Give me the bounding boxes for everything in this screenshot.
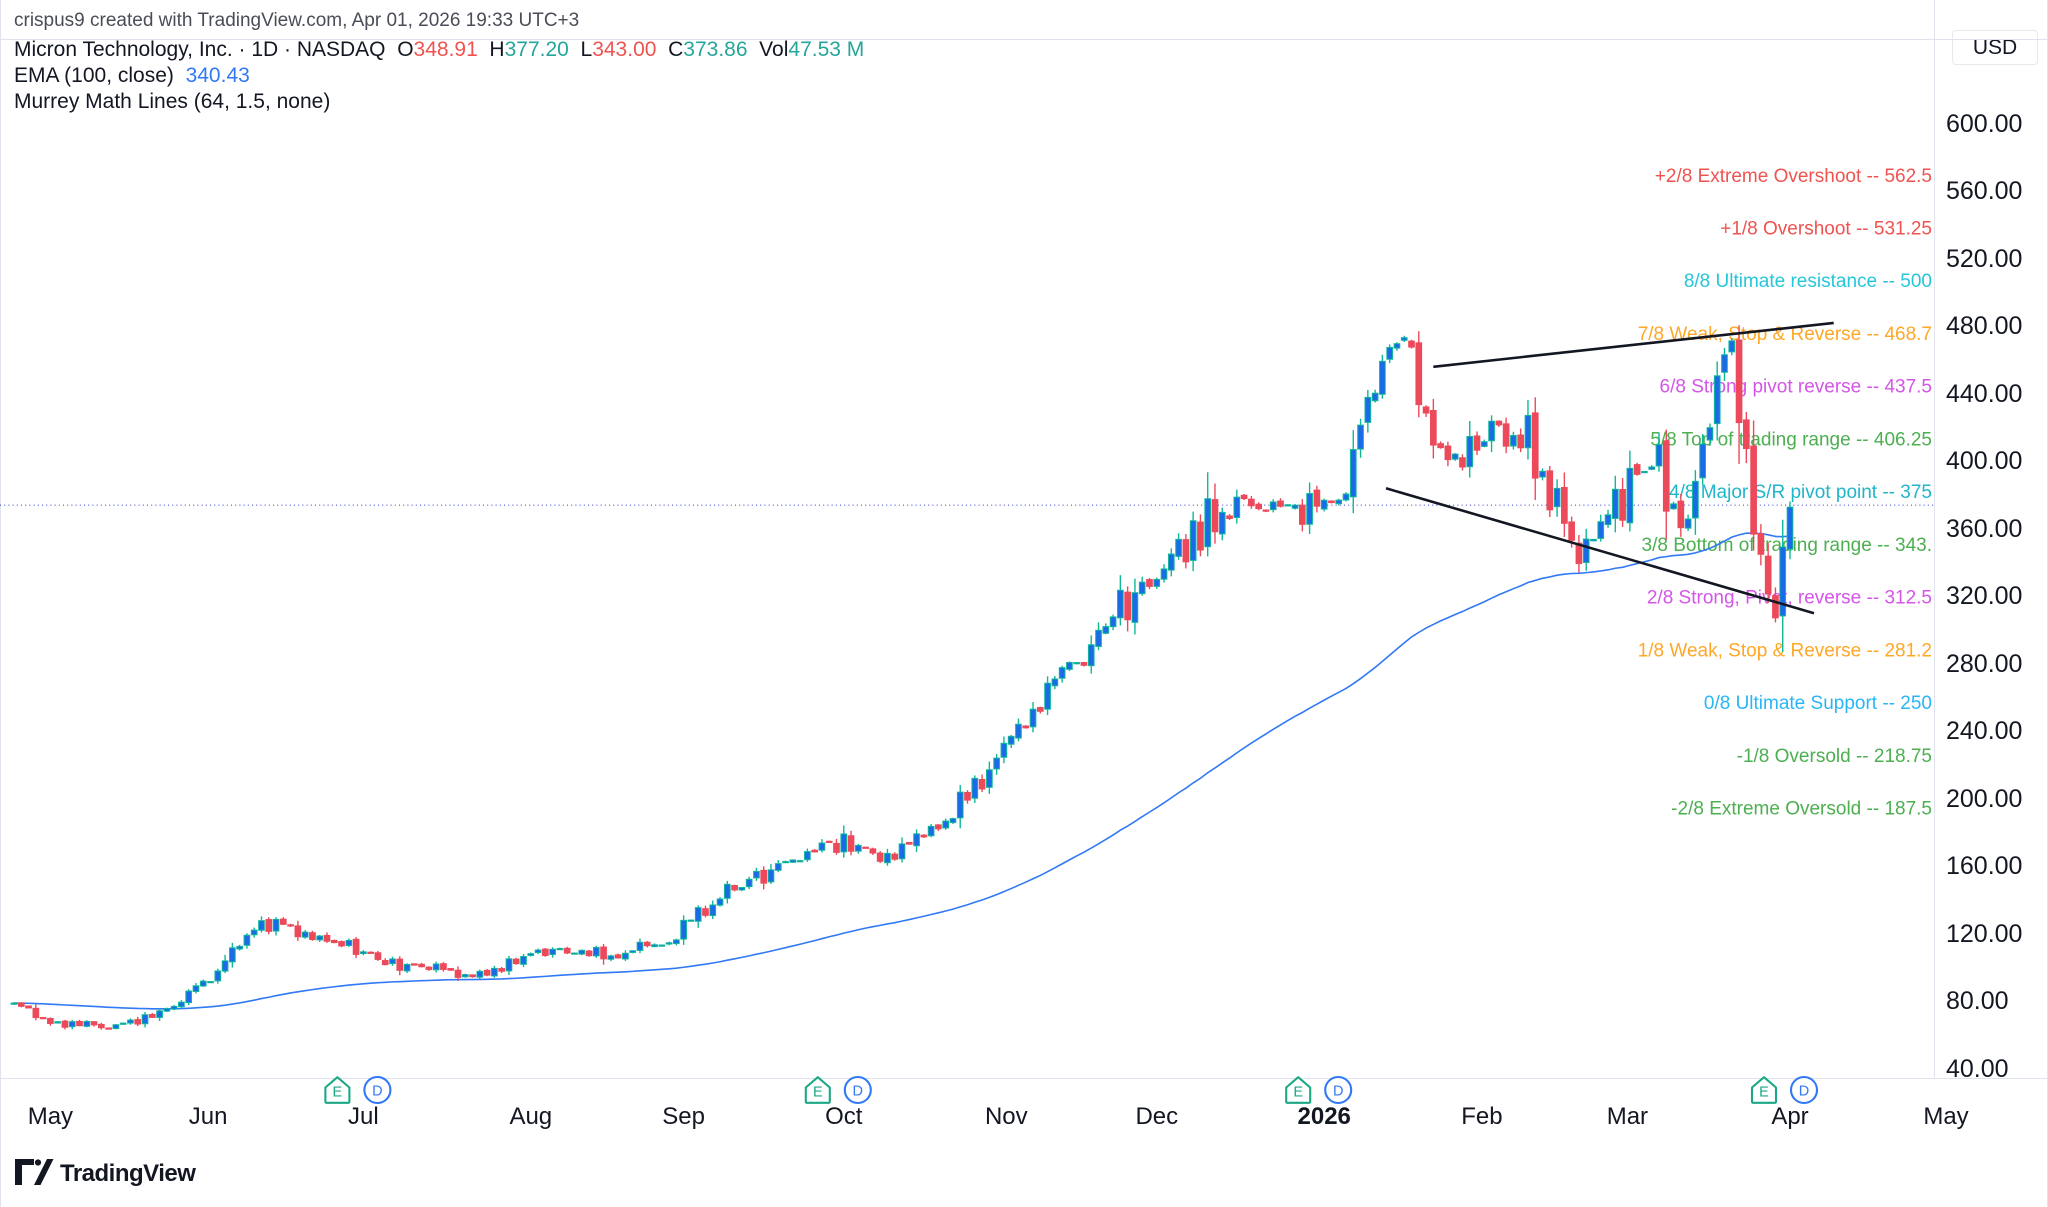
svg-text:+1/8 Overshoot -- 531.25: +1/8 Overshoot -- 531.25	[1720, 219, 1932, 240]
svg-text:Jul: Jul	[348, 1103, 379, 1130]
svg-text:8/8 Ultimate resistance -- 50: 8/8 Ultimate resistance -- 500	[1684, 271, 1932, 292]
svg-text:6/8 Strong pivot reverse -- 4: 6/8 Strong pivot reverse -- 437.5	[1660, 377, 1932, 398]
svg-text:4/8 Major S/R pivot point --: 4/8 Major S/R pivot point -- 375	[1669, 482, 1932, 503]
svg-text:Sep: Sep	[662, 1103, 705, 1130]
svg-text:+2/8 Extreme Overshoot -- 562: +2/8 Extreme Overshoot -- 562.5	[1655, 166, 1932, 187]
svg-text:E: E	[813, 1085, 823, 1101]
svg-text:E: E	[333, 1085, 343, 1101]
svg-text:Feb: Feb	[1461, 1103, 1502, 1130]
svg-text:1/8 Weak, Stop & Reverse -- 2: 1/8 Weak, Stop & Reverse -- 281.2	[1638, 640, 1932, 661]
svg-text:D: D	[853, 1083, 863, 1099]
svg-text:D: D	[1799, 1083, 1809, 1099]
svg-text:D: D	[1333, 1083, 1343, 1099]
svg-text:Apr: Apr	[1771, 1103, 1808, 1130]
svg-text:E: E	[1293, 1085, 1303, 1101]
svg-text:Oct: Oct	[825, 1103, 863, 1130]
svg-text:May: May	[28, 1103, 73, 1130]
svg-text:E: E	[1759, 1085, 1769, 1101]
svg-text:0/8 Ultimate Support -- 250: 0/8 Ultimate Support -- 250	[1704, 693, 1932, 714]
svg-text:TradingView: TradingView	[60, 1160, 196, 1187]
svg-text:Aug: Aug	[509, 1103, 552, 1130]
svg-text:-1/8 Oversold -- 218.75: -1/8 Oversold -- 218.75	[1737, 746, 1932, 767]
svg-text:Jun: Jun	[189, 1103, 228, 1130]
svg-text:2026: 2026	[1298, 1103, 1351, 1130]
svg-text:May: May	[1923, 1103, 1968, 1130]
svg-text:D: D	[372, 1083, 382, 1099]
svg-text:-2/8 Extreme Oversold -- 187.: -2/8 Extreme Oversold -- 187.5	[1671, 799, 1932, 820]
svg-text:Mar: Mar	[1607, 1103, 1648, 1130]
svg-text:Dec: Dec	[1135, 1103, 1178, 1130]
svg-text:Nov: Nov	[985, 1103, 1028, 1130]
svg-text:5/8 Top of trading range -- 4: 5/8 Top of trading range -- 406.25	[1650, 430, 1932, 451]
